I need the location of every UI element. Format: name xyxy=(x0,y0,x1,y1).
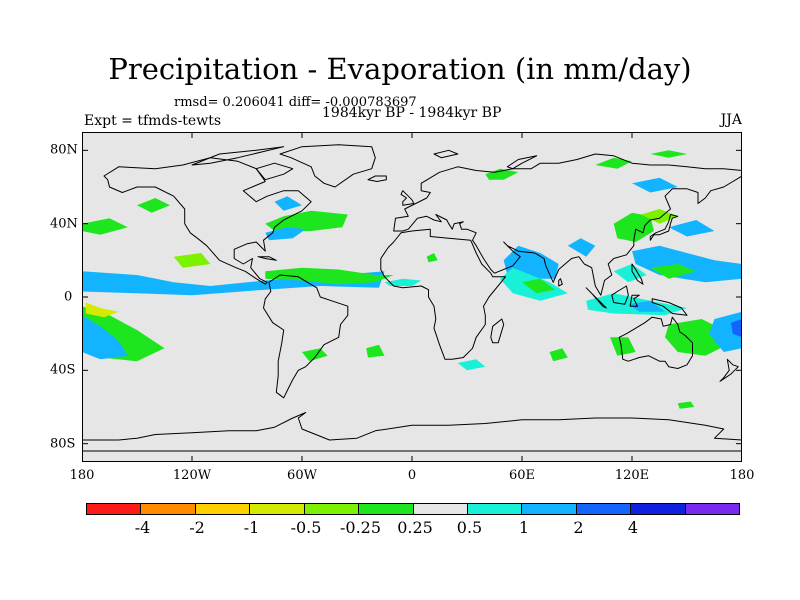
colorbar-swatch-5 xyxy=(359,504,414,514)
anomaly-north-atlantic-blue xyxy=(265,227,306,241)
colorbar-swatch-8 xyxy=(522,504,577,514)
anomaly-atlantic-itcz-band xyxy=(265,267,394,285)
coastline-africa xyxy=(380,228,506,360)
anomaly-southern-ocean-green xyxy=(677,401,695,409)
anomaly-layer xyxy=(82,150,742,409)
anomaly-canada-blue xyxy=(274,196,302,211)
anomaly-indian-ocean-green xyxy=(522,278,555,294)
anomaly-philippines-cyan xyxy=(613,264,647,283)
anomaly-maritime-blue xyxy=(628,300,665,312)
anomaly-pacific-40n-green xyxy=(82,218,128,235)
coastline-south-america xyxy=(263,274,349,399)
coastline-arctic-islands xyxy=(191,146,285,166)
coastline-novaya-zemlya xyxy=(506,155,538,170)
coastline-layer xyxy=(82,144,742,452)
lat-label: 80N xyxy=(50,142,78,158)
colorbar-label: -4 xyxy=(134,518,151,537)
colorbar-label: 0.5 xyxy=(456,518,483,537)
anomaly-east-china-green xyxy=(613,212,654,242)
colorbar-swatch-3 xyxy=(250,504,305,514)
anomaly-japan-green xyxy=(641,209,678,224)
lat-label: 80S xyxy=(50,436,76,452)
coastline-sumatra xyxy=(585,287,607,309)
anomaly-russia-green xyxy=(595,157,632,169)
colorbar xyxy=(86,503,740,515)
coastline-eurasia xyxy=(393,153,742,296)
lat-label: 0 xyxy=(64,289,73,305)
lon-label: 0 xyxy=(407,468,417,483)
period-label: 1984kyr BP - 1984kyr BP xyxy=(322,105,502,121)
colorbar-swatch-0 xyxy=(87,504,142,514)
lon-label: 120E xyxy=(614,468,650,483)
coastline-australia xyxy=(618,316,693,369)
colorbar-label: 0.25 xyxy=(397,518,433,537)
colorbar-label: -1 xyxy=(243,518,260,537)
lon-label: 180 xyxy=(69,468,95,483)
coastline-caribbean xyxy=(257,256,277,261)
lat-label: 40S xyxy=(50,362,76,378)
anomaly-arctic-green xyxy=(650,150,687,158)
anomaly-southwest-pacific-deep xyxy=(731,319,742,338)
anomaly-asia-blue-central xyxy=(632,177,678,193)
coastline-madagascar xyxy=(490,318,505,344)
colorbar-label: 4 xyxy=(627,518,639,537)
coastline-greenland xyxy=(279,144,376,188)
anomaly-south-america-coast-green xyxy=(302,348,328,362)
colorbar-label: 1 xyxy=(518,518,530,537)
lat-label: 40N xyxy=(50,216,78,232)
coastline-sri-lanka xyxy=(558,278,563,287)
colorbar-label: 2 xyxy=(573,518,584,537)
anomaly-south-pacific-blue xyxy=(82,315,128,360)
colorbar-swatch-10 xyxy=(631,504,686,514)
colorbar-label: -0.5 xyxy=(290,518,322,537)
coastline-iceland xyxy=(367,175,387,182)
colorbar-swatch-2 xyxy=(195,504,251,514)
experiment-label: Expt = tfmds-tewts xyxy=(84,113,221,129)
anomaly-south-indian-green xyxy=(549,348,568,362)
anomaly-europe-green xyxy=(485,168,519,180)
stats-line: rmsd= 0.206041 diff= -0.000783697 xyxy=(174,95,417,110)
season-label: JJA xyxy=(720,112,742,128)
map-plot xyxy=(82,132,742,462)
coastline-new-guinea xyxy=(651,298,688,316)
coastline-baffin xyxy=(255,162,294,181)
anomaly-east-pacific-green xyxy=(173,253,211,268)
anomaly-mid-atlantic-green xyxy=(366,344,385,358)
anomaly-australia-west-green xyxy=(610,337,636,356)
coastline-new-zealand xyxy=(719,358,739,382)
lon-label: 180 xyxy=(729,468,755,483)
colorbar-swatch-4 xyxy=(304,504,360,514)
map-frame xyxy=(82,132,742,462)
coastline-sulawesi xyxy=(629,294,640,307)
anomaly-north-atlantic-green xyxy=(265,210,348,231)
colorbar-swatch-1 xyxy=(141,504,196,514)
colorbar-label: -0.25 xyxy=(339,518,382,537)
colorbar-label: -2 xyxy=(189,518,205,537)
anomaly-west-pacific-green xyxy=(650,264,697,279)
coastline-japan xyxy=(649,214,679,241)
coastline-borneo xyxy=(611,285,629,305)
anomaly-japan-blue xyxy=(668,220,715,237)
coastline-svalbard xyxy=(433,149,459,159)
anomaly-africa-guinea-cyan xyxy=(384,278,422,286)
anomaly-canada-pacific-green xyxy=(137,198,170,213)
colorbar-swatch-11 xyxy=(685,504,740,514)
colorbar-swatch-6 xyxy=(413,504,468,514)
lon-label: 60W xyxy=(287,468,317,483)
lon-label: 60E xyxy=(508,468,536,483)
lon-label: 120W xyxy=(172,468,212,483)
colorbar-swatch-7 xyxy=(467,504,523,514)
coastline-philippines xyxy=(631,263,644,285)
coastline-north-america xyxy=(103,157,312,285)
anomaly-south-indian-cyan xyxy=(457,359,486,371)
colorbar-swatch-9 xyxy=(576,504,632,514)
page-title: Precipitation - Evaporation (in mm/day) xyxy=(108,52,692,86)
coastline-antarctica xyxy=(82,412,742,452)
anomaly-south-pacific-yellow xyxy=(85,302,119,318)
anomaly-sahara-green xyxy=(426,253,438,263)
coastline-uk xyxy=(400,190,415,206)
anomaly-india-blue xyxy=(567,238,596,257)
